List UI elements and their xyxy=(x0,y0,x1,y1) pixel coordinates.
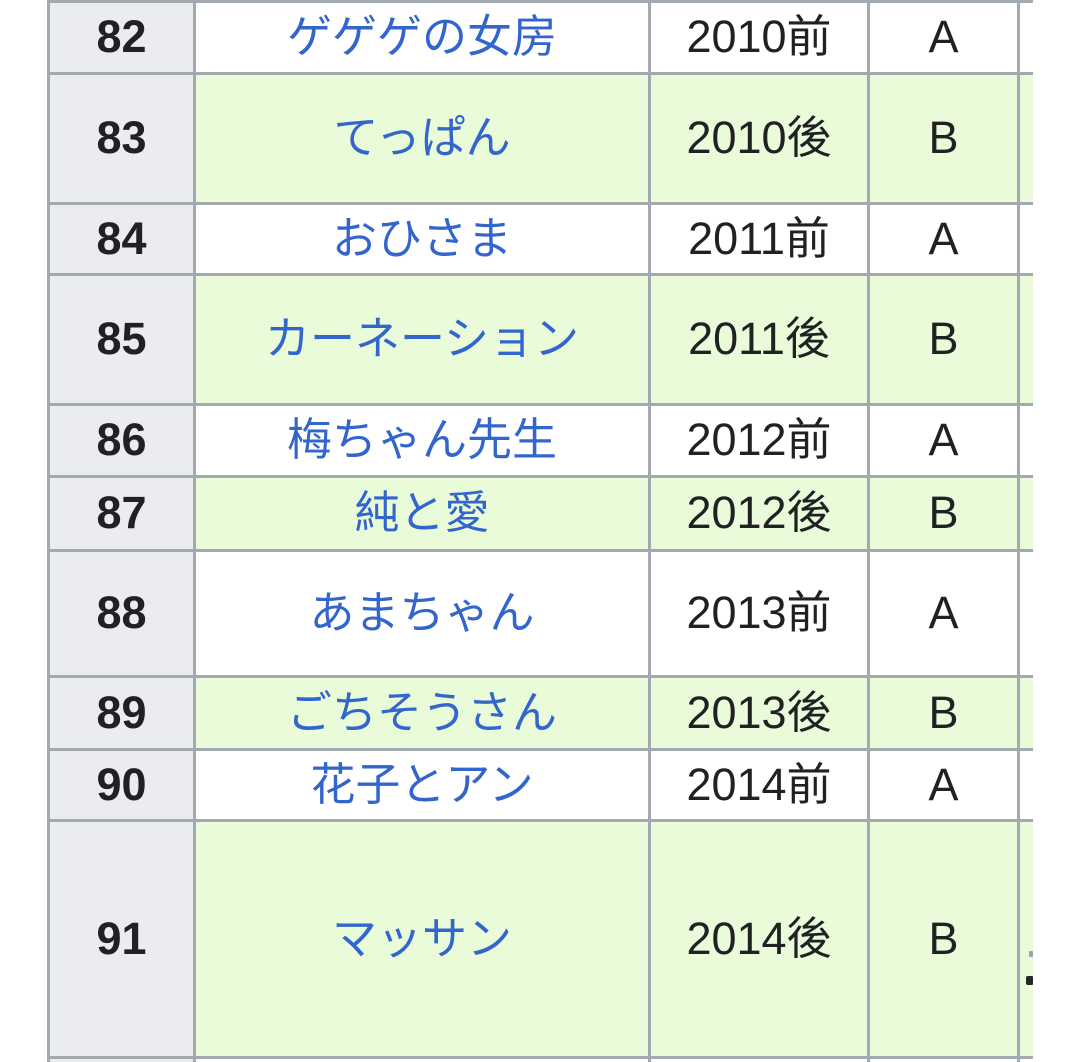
drama-title-link[interactable]: おひさま xyxy=(331,212,512,264)
title-cell: 花子とアン xyxy=(193,748,651,822)
grade-cell: B xyxy=(867,819,1020,1059)
extra-cell-clipped xyxy=(1017,0,1033,75)
table-row: 91 マッサン 2014後 B xyxy=(47,819,1033,1059)
drama-title-link[interactable]: あまちゃん xyxy=(309,587,535,639)
grade-cell: B xyxy=(867,72,1020,205)
asadora-table: 82 ゲゲゲの女房 2010前 A 83 てっぱん 2010後 B 84 おひさま 2011前 A 85… xyxy=(47,0,1033,1062)
table-row: 83 てっぱん 2010後 B xyxy=(47,72,1033,205)
extra-cell-clipped xyxy=(1017,273,1033,406)
row-number-cell: 86 xyxy=(47,403,196,478)
extra-cell-clipped xyxy=(1017,748,1033,822)
row-number-cell: 91 xyxy=(47,819,196,1059)
grade-cell: B xyxy=(867,273,1020,406)
drama-title-link[interactable]: てっぱん xyxy=(333,112,511,164)
table-row-partial xyxy=(47,1056,1033,1062)
drama-title-link[interactable]: 花子とアン xyxy=(310,758,534,810)
table-row: 85 カーネーション 2011後 B xyxy=(47,273,1033,406)
extra-cell-clipped xyxy=(1017,202,1033,276)
row-number-cell xyxy=(47,1056,196,1062)
extra-cell-clipped xyxy=(1017,675,1033,751)
title-cell: 純と愛 xyxy=(193,475,651,552)
table-row: 87 純と愛 2012後 B xyxy=(47,475,1033,552)
period-cell: 2011前 xyxy=(648,202,870,276)
extra-cell-clipped xyxy=(1017,819,1033,1059)
period-cell: 2012後 xyxy=(648,475,870,552)
period-cell xyxy=(648,1056,870,1062)
drama-title-link[interactable]: 梅ちゃん先生 xyxy=(286,414,557,466)
extra-cell-clipped xyxy=(1017,549,1033,678)
clipped-text-fragment xyxy=(1029,951,1033,957)
extra-cell-clipped xyxy=(1017,1056,1033,1062)
grade-cell: A xyxy=(867,403,1020,478)
title-cell: おひさま xyxy=(193,202,651,276)
period-cell: 2013後 xyxy=(648,675,870,751)
table-row: 90 花子とアン 2014前 A xyxy=(47,748,1033,822)
row-number-cell: 89 xyxy=(47,675,196,751)
drama-title-link[interactable]: ゲゲゲの女房 xyxy=(286,11,557,63)
row-number-cell: 83 xyxy=(47,72,196,205)
grade-cell xyxy=(867,1056,1020,1062)
title-cell: あまちゃん xyxy=(193,549,651,678)
row-number-cell: 85 xyxy=(47,273,196,406)
table-row: 88 あまちゃん 2013前 A xyxy=(47,549,1033,678)
title-cell: 梅ちゃん先生 xyxy=(193,403,651,478)
grade-cell: A xyxy=(867,0,1020,75)
extra-cell-clipped xyxy=(1017,475,1033,552)
grade-cell: A xyxy=(867,202,1020,276)
period-cell: 2011後 xyxy=(648,273,870,406)
grade-cell: A xyxy=(867,549,1020,678)
drama-title-link[interactable]: 純と愛 xyxy=(354,487,490,539)
period-cell: 2013前 xyxy=(648,549,870,678)
drama-title-link[interactable]: カーネーション xyxy=(264,313,580,365)
extra-cell-clipped xyxy=(1017,403,1033,478)
period-cell: 2014後 xyxy=(648,819,870,1059)
clipped-text-fragment xyxy=(1026,976,1033,985)
period-cell: 2014前 xyxy=(648,748,870,822)
title-cell: てっぱん xyxy=(193,72,651,205)
title-cell: カーネーション xyxy=(193,273,651,406)
row-number-cell: 84 xyxy=(47,202,196,276)
drama-title-link[interactable]: ごちそうさん xyxy=(286,686,557,738)
table-row: 86 梅ちゃん先生 2012前 A xyxy=(47,403,1033,478)
title-cell: マッサン xyxy=(193,819,651,1059)
row-number-cell: 88 xyxy=(47,549,196,678)
table-row: 84 おひさま 2011前 A xyxy=(47,202,1033,276)
table-scroll-container[interactable]: 82 ゲゲゲの女房 2010前 A 83 てっぱん 2010後 B 84 おひさま 2011前 A 85… xyxy=(47,0,1033,1062)
row-number-cell: 90 xyxy=(47,748,196,822)
title-cell xyxy=(193,1056,651,1062)
grade-cell: A xyxy=(867,748,1020,822)
drama-table-body: 82 ゲゲゲの女房 2010前 A 83 てっぱん 2010後 B 84 おひさま 2011前 A 85… xyxy=(47,0,1033,1062)
title-cell: ごちそうさん xyxy=(193,675,651,751)
title-cell: ゲゲゲの女房 xyxy=(193,0,651,75)
table-row: 82 ゲゲゲの女房 2010前 A xyxy=(47,0,1033,75)
row-number-cell: 82 xyxy=(47,0,196,75)
extra-cell-clipped xyxy=(1017,72,1033,205)
period-cell: 2012前 xyxy=(648,403,870,478)
grade-cell: B xyxy=(867,475,1020,552)
row-number-cell: 87 xyxy=(47,475,196,552)
table-row: 89 ごちそうさん 2013後 B xyxy=(47,675,1033,751)
drama-title-link[interactable]: マッサン xyxy=(331,912,512,964)
period-cell: 2010前 xyxy=(648,0,870,75)
grade-cell: B xyxy=(867,675,1020,751)
period-cell: 2010後 xyxy=(648,72,870,205)
